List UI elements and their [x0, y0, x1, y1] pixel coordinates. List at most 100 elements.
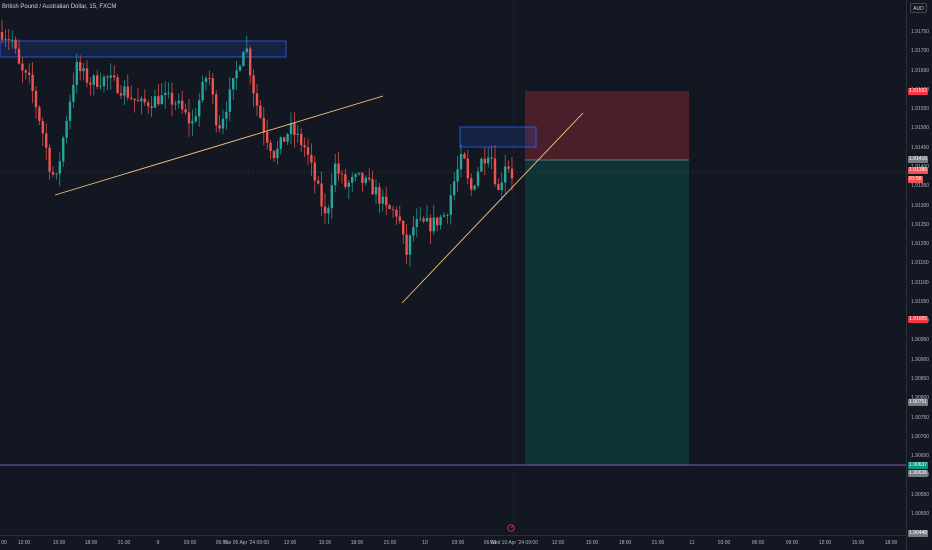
- price-tick-label: 1.91100: [911, 279, 929, 286]
- candle-body: [89, 82, 92, 85]
- candle-body: [266, 132, 269, 143]
- candle-body: [184, 109, 187, 113]
- candle-body: [242, 51, 245, 67]
- candle-body: [317, 180, 320, 184]
- candle-body: [167, 92, 170, 94]
- candle-body: [330, 185, 333, 209]
- candle-body: [398, 216, 401, 221]
- candle-body: [262, 117, 265, 133]
- candle-body: [500, 182, 503, 191]
- candle-body: [470, 178, 473, 190]
- candle-body: [351, 177, 354, 183]
- candle-body: [119, 93, 123, 96]
- clock-icon-hand: [510, 526, 514, 529]
- candle-body: [177, 100, 180, 104]
- candle-body: [497, 184, 500, 191]
- supply-zone-rectangle: [459, 126, 537, 148]
- candle-body: [208, 78, 211, 79]
- candle-body: [136, 100, 140, 102]
- candlestick-chart[interactable]: [0, 0, 906, 535]
- candle-body: [4, 39, 7, 40]
- currency-button[interactable]: AUD: [910, 3, 927, 13]
- symbol-title[interactable]: British Pound / Australian Dollar, 15, F…: [2, 4, 117, 10]
- time-tick-label: Tue 09 Apr '24 09:00: [222, 540, 270, 546]
- candle-body: [388, 205, 391, 210]
- price-tick-label: 1.91200: [911, 241, 930, 248]
- candle-body: [174, 103, 177, 105]
- time-tick-label: 21:00: [117, 540, 131, 546]
- candle-body: [109, 75, 112, 78]
- candle-body: [473, 185, 476, 190]
- candle-body: [385, 196, 388, 206]
- supply-zone-rectangle: [0, 40, 287, 58]
- time-tick-label: 12:00: [551, 540, 565, 546]
- chart-pane[interactable]: British Pound / Australian Dollar, 15, F…: [0, 0, 906, 535]
- candle-body: [334, 163, 337, 186]
- clock-icon: [507, 524, 515, 532]
- price-tick-label: 1.90700: [911, 433, 930, 440]
- candle-body: [408, 235, 412, 255]
- time-tick-label: 11: [689, 540, 695, 546]
- candle-body: [283, 137, 286, 142]
- price-tick-label: 1.91250: [911, 221, 930, 228]
- candle-body: [96, 75, 99, 87]
- candle-body: [276, 148, 279, 159]
- candle-body: [157, 96, 160, 105]
- time-tick-label: 15:00: [318, 540, 332, 546]
- candle-body: [51, 171, 55, 175]
- candle-body: [232, 78, 235, 90]
- price-tick-label: 1.91750: [911, 29, 930, 35]
- candle-body: [371, 179, 374, 195]
- candle-body: [456, 169, 459, 182]
- candle-body: [215, 94, 218, 126]
- candle-body: [126, 86, 129, 98]
- candle-body: [300, 133, 303, 146]
- candle-body: [296, 133, 299, 136]
- candle-body: [391, 209, 395, 210]
- candle-body: [147, 102, 150, 107]
- candle-body: [405, 234, 408, 255]
- candle-body: [507, 166, 510, 169]
- candle-body: [449, 195, 452, 215]
- price-tick-label: 1.90850: [911, 376, 930, 383]
- time-tick-label: 15:00: [52, 540, 66, 546]
- candle-body: [419, 218, 422, 220]
- price-tick-label: 1.91350: [911, 183, 930, 190]
- candle-body: [476, 171, 480, 186]
- candle-body: [415, 219, 418, 228]
- trendline-upper: [54, 95, 384, 196]
- candle-body: [68, 101, 72, 121]
- candle-body: [218, 125, 221, 129]
- candle-body: [357, 172, 361, 175]
- price-tick-label: 1.90800: [911, 395, 929, 401]
- candle-body: [446, 214, 449, 216]
- candle-body: [55, 173, 58, 175]
- price-scale[interactable]: 1.917501.917001.916501.916001.915501.915…: [906, 0, 932, 550]
- time-scale[interactable]: 00 12:00 15:00 18:00 21:00 9 03:00 06:00 Tue 09 …: [0, 535, 906, 550]
- candle-body: [102, 76, 106, 87]
- candle-body: [459, 154, 463, 170]
- candle-body: [113, 75, 116, 78]
- time-tick-label: 10: [422, 540, 428, 546]
- candle-body: [320, 183, 323, 207]
- price-tick-label: 1.91300: [911, 202, 930, 209]
- candle-body: [48, 147, 51, 172]
- price-tick-label: 1.91150: [911, 260, 929, 267]
- candle-body: [191, 121, 194, 124]
- time-tick-label: 21:00: [651, 540, 665, 546]
- candle-body: [130, 97, 133, 99]
- time-tick-label: 09:00: [785, 540, 799, 546]
- time-tick-label: 03:00: [183, 540, 197, 546]
- candle-body: [133, 98, 136, 101]
- candle-body: [453, 181, 456, 196]
- candle-body: [436, 217, 439, 226]
- candle-body: [28, 72, 31, 75]
- price-tick-label: 1.91500: [911, 125, 930, 132]
- price-tag-bottom: 1.90448: [908, 530, 929, 537]
- candle-body: [143, 98, 146, 103]
- price-tick-label: 1.91050: [911, 298, 930, 305]
- candle-body: [344, 174, 347, 188]
- time-tick-label: 12:00: [818, 540, 832, 546]
- price-tick-label: 1.91550: [911, 106, 930, 113]
- candle-body: [150, 106, 153, 108]
